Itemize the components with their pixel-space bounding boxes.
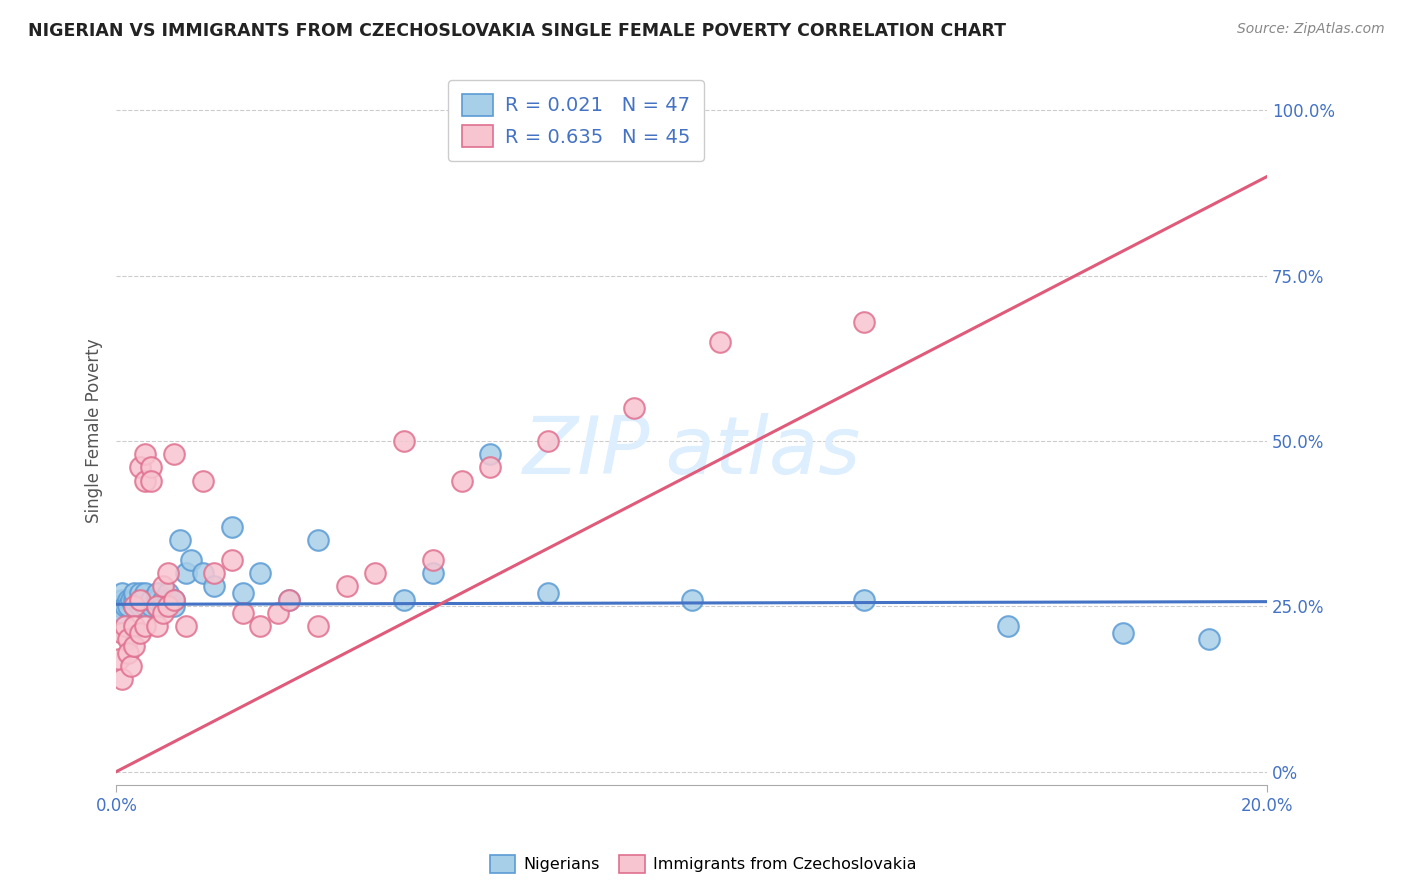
Point [117, 592, 139, 607]
Point [537, 434, 560, 448]
Point [134, 474, 156, 488]
Point [134, 592, 156, 607]
Point [335, 579, 357, 593]
Point [111, 592, 134, 607]
Point [278, 592, 301, 607]
Point [108, 652, 131, 666]
Point [139, 592, 162, 607]
Legend: R = 0.021   N = 47, R = 0.635   N = 45: R = 0.021 N = 47, R = 0.635 N = 45 [449, 80, 704, 161]
Point [191, 474, 214, 488]
Point [232, 586, 254, 600]
Point [157, 586, 180, 600]
Point [128, 592, 150, 607]
Point [422, 553, 444, 567]
Point [221, 553, 243, 567]
Point [163, 592, 186, 607]
Point [145, 599, 167, 614]
Point [278, 592, 301, 607]
Point [117, 632, 139, 647]
Point [174, 566, 197, 581]
Point [169, 533, 191, 548]
Point [128, 625, 150, 640]
Point [122, 599, 145, 614]
Point [139, 460, 162, 475]
Point [180, 553, 202, 567]
Point [392, 592, 415, 607]
Point [232, 606, 254, 620]
Point [163, 447, 186, 461]
Point [157, 566, 180, 581]
Point [145, 586, 167, 600]
Point [174, 619, 197, 633]
Point [122, 619, 145, 633]
Point [111, 625, 134, 640]
Point [128, 592, 150, 607]
Point [111, 606, 134, 620]
Point [157, 599, 180, 614]
Point [709, 334, 731, 349]
Point [128, 586, 150, 600]
Point [450, 474, 472, 488]
Point [145, 592, 167, 607]
Point [202, 579, 225, 593]
Point [122, 586, 145, 600]
Point [134, 619, 156, 633]
Point [152, 592, 174, 607]
Point [623, 401, 645, 415]
Point [128, 599, 150, 614]
Point [307, 619, 329, 633]
Point [122, 592, 145, 607]
Point [681, 592, 703, 607]
Point [134, 599, 156, 614]
Point [145, 619, 167, 633]
Point [152, 579, 174, 593]
Point [1198, 632, 1220, 647]
Point [364, 566, 387, 581]
Point [307, 533, 329, 548]
Point [221, 520, 243, 534]
Point [537, 586, 560, 600]
Point [202, 566, 225, 581]
Point [479, 460, 502, 475]
Point [997, 619, 1019, 633]
Point [117, 646, 139, 660]
Point [122, 639, 145, 653]
Point [139, 599, 162, 614]
Text: Source: ZipAtlas.com: Source: ZipAtlas.com [1237, 22, 1385, 37]
Point [249, 566, 271, 581]
Point [120, 592, 142, 607]
Point [249, 619, 271, 633]
Point [1112, 625, 1135, 640]
Text: ZIP atlas: ZIP atlas [523, 413, 860, 491]
Point [392, 434, 415, 448]
Point [111, 672, 134, 686]
Point [853, 315, 876, 329]
Point [128, 460, 150, 475]
Point [139, 474, 162, 488]
Point [108, 599, 131, 614]
Point [853, 592, 876, 607]
Point [120, 658, 142, 673]
Text: NIGERIAN VS IMMIGRANTS FROM CZECHOSLOVAKIA SINGLE FEMALE POVERTY CORRELATION CHA: NIGERIAN VS IMMIGRANTS FROM CZECHOSLOVAK… [28, 22, 1007, 40]
Point [111, 586, 134, 600]
Point [145, 599, 167, 614]
Point [122, 599, 145, 614]
Y-axis label: Single Female Poverty: Single Female Poverty [86, 339, 103, 524]
Point [191, 566, 214, 581]
Point [163, 592, 186, 607]
Point [134, 447, 156, 461]
Point [422, 566, 444, 581]
Point [163, 599, 186, 614]
Point [266, 606, 288, 620]
Point [152, 606, 174, 620]
Point [114, 619, 136, 633]
Legend: Nigerians, Immigrants from Czechoslovakia: Nigerians, Immigrants from Czechoslovaki… [484, 848, 922, 880]
Point [114, 599, 136, 614]
Point [117, 599, 139, 614]
Point [134, 586, 156, 600]
Point [479, 447, 502, 461]
Point [152, 599, 174, 614]
Point [157, 592, 180, 607]
